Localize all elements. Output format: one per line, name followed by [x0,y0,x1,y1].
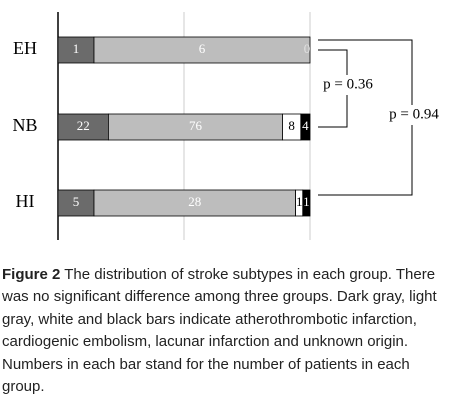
p-value: p = 0.94 [389,106,439,122]
caption: Figure 2 The distribution of stroke subt… [2,264,448,398]
y-tick-label: NB [12,115,37,135]
value-label: 76 [189,118,203,133]
bar-segment [93,189,297,217]
value-label: 1 [73,41,80,56]
label-bg [316,75,380,95]
bar-segment [57,189,95,217]
caption-label: Figure 2 [2,266,61,283]
value-label: 8 [288,118,295,133]
bar-segment [57,113,109,141]
value-label: 6 [199,41,206,56]
label-bg [382,105,446,125]
value-label: 0 [304,41,311,56]
value-label: 1 [303,194,310,209]
value-label: 5 [73,194,80,209]
value-label: 28 [188,194,201,209]
value-label: 1 [296,194,303,209]
y-tick-label: EH [13,38,37,58]
bar-segment [93,36,311,64]
value-label: 4 [302,118,309,133]
bar-segment [300,113,311,141]
value-label: 22 [77,118,90,133]
y-tick-label: HI [16,191,35,211]
bar-segment [57,36,95,64]
value-label: 0 [304,41,311,56]
bar-segment [108,113,283,141]
p-value: p = 0.36 [323,76,373,92]
bar-segment [302,189,311,217]
caption-text: The distribution of stroke subtypes in e… [2,266,437,396]
